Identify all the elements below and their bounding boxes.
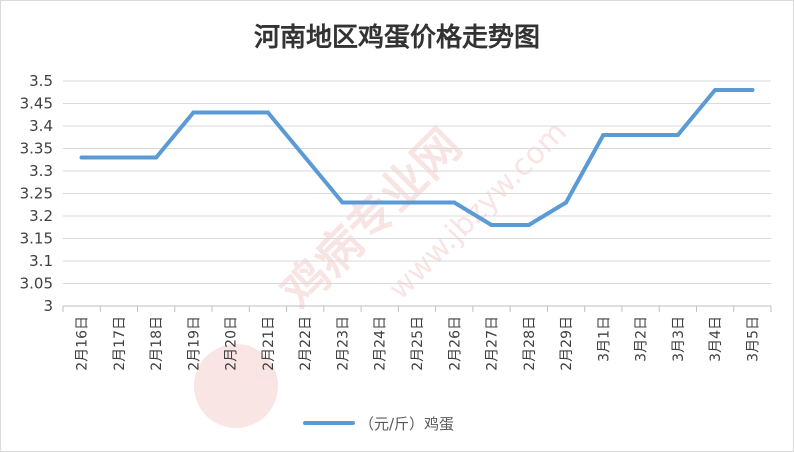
series (79, 88, 755, 227)
x-tick-label: 2月19日 (186, 316, 202, 371)
data-point (564, 200, 569, 205)
chart-title: 河南地区鸡蛋价格走势图 (254, 22, 540, 53)
x-tick-label: 2月29日 (559, 316, 575, 371)
x-tick-label: 2月24日 (373, 316, 389, 371)
x-tick-label: 2月18日 (149, 316, 165, 371)
y-tick-label: 3.05 (20, 275, 53, 293)
data-point (116, 155, 121, 160)
x-tick-label: 3月3日 (671, 316, 687, 362)
x-tick-label: 2月16日 (75, 316, 91, 371)
watermark: 鸡病专业网 www.jbzyw.com (194, 115, 574, 428)
data-point (265, 110, 270, 115)
data-point (377, 200, 382, 205)
y-tick-label: 3.35 (20, 140, 53, 158)
x-tick-label: 2月20日 (224, 316, 240, 371)
y-tick-label: 3.4 (29, 117, 53, 135)
data-point (750, 88, 755, 92)
data-point (713, 88, 718, 92)
x-tick-label: 2月25日 (410, 316, 426, 371)
y-tick-label: 3.2 (29, 207, 53, 225)
x-tick-label: 2月27日 (485, 316, 501, 371)
x-tick-label: 2月21日 (261, 316, 277, 371)
data-point (526, 223, 531, 227)
y-tick-label: 3.15 (20, 230, 53, 248)
data-point (675, 133, 680, 137)
data-point (415, 200, 419, 205)
x-tick-label: 2月23日 (335, 316, 351, 371)
data-point (601, 133, 606, 137)
x-tick-label: 3月1日 (596, 316, 612, 362)
x-tick-label: 3月4日 (708, 316, 724, 362)
data-point (452, 200, 457, 205)
watermark-logo (194, 344, 278, 428)
x-tick-label: 3月5日 (745, 316, 761, 362)
data-point (303, 155, 308, 160)
data-point (340, 200, 345, 205)
y-tick-label: 3.3 (29, 162, 53, 180)
x-tick-label: 2月17日 (112, 316, 128, 371)
x-tick-label: 2月28日 (522, 316, 538, 371)
y-tick-label: 3.5 (29, 72, 53, 90)
x-tick-label: 3月2日 (634, 316, 650, 362)
data-point (79, 155, 84, 160)
data-point (638, 133, 643, 137)
axes: 3 3.05 3.1 3.15 3.2 3.25 3.3 3.35 3.4 3.45 3.5 2月16… (20, 72, 772, 371)
data-point (228, 110, 233, 115)
y-tick-label: 3.1 (29, 252, 53, 270)
x-tick-label: 2月22日 (298, 316, 314, 371)
y-tick-label: 3 (43, 297, 53, 315)
gridlines (63, 80, 771, 307)
x-tick-label: 2月26日 (447, 316, 463, 371)
y-tick-label: 3.25 (20, 185, 53, 203)
data-point (154, 155, 159, 160)
data-point (191, 110, 196, 115)
y-tick-label: 3.45 (20, 95, 53, 113)
legend: （元/斤）鸡蛋 (303, 415, 454, 433)
legend-label: （元/斤）鸡蛋 (359, 415, 454, 433)
data-point (489, 223, 494, 227)
